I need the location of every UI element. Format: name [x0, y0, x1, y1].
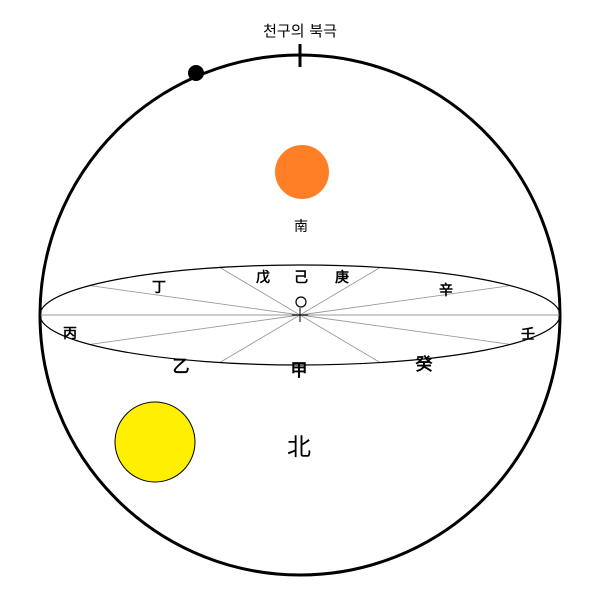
horizon-spoke	[89, 314, 301, 345]
stem-label-gyeong: 庚	[335, 269, 349, 286]
orange-sun	[275, 145, 329, 199]
stem-label-jeong: 丁	[152, 280, 166, 296]
stem-label-sin: 辛	[439, 282, 453, 299]
south-label: 南	[294, 219, 308, 235]
horizon-spoke	[299, 314, 381, 363]
stem-label-im: 壬	[521, 326, 535, 343]
stem-label-byeong: 丙	[63, 326, 77, 342]
stem-label-gye: 癸	[415, 354, 434, 375]
horizon-spoke	[219, 267, 301, 316]
horizon-spoke	[219, 314, 301, 363]
horizon-spoke	[299, 285, 511, 316]
zenith-marker	[295, 296, 307, 308]
stem-label-mu: 戊	[256, 269, 270, 286]
stem-label-gap: 甲	[291, 361, 308, 381]
horizon-spoke	[89, 285, 301, 316]
yellow-sun	[114, 401, 196, 483]
horizon-spoke	[299, 314, 511, 345]
north-label: 北	[287, 433, 311, 461]
horizon-ellipse	[39, 264, 561, 366]
celestial-north-pole-label: 천구의 북극	[263, 22, 337, 40]
horizon-spoke	[299, 267, 381, 316]
stem-label-eul: 乙	[173, 357, 190, 377]
black-dot	[188, 65, 204, 81]
horizon-spokes	[40, 267, 560, 363]
stem-label-gi: 己	[294, 270, 308, 286]
